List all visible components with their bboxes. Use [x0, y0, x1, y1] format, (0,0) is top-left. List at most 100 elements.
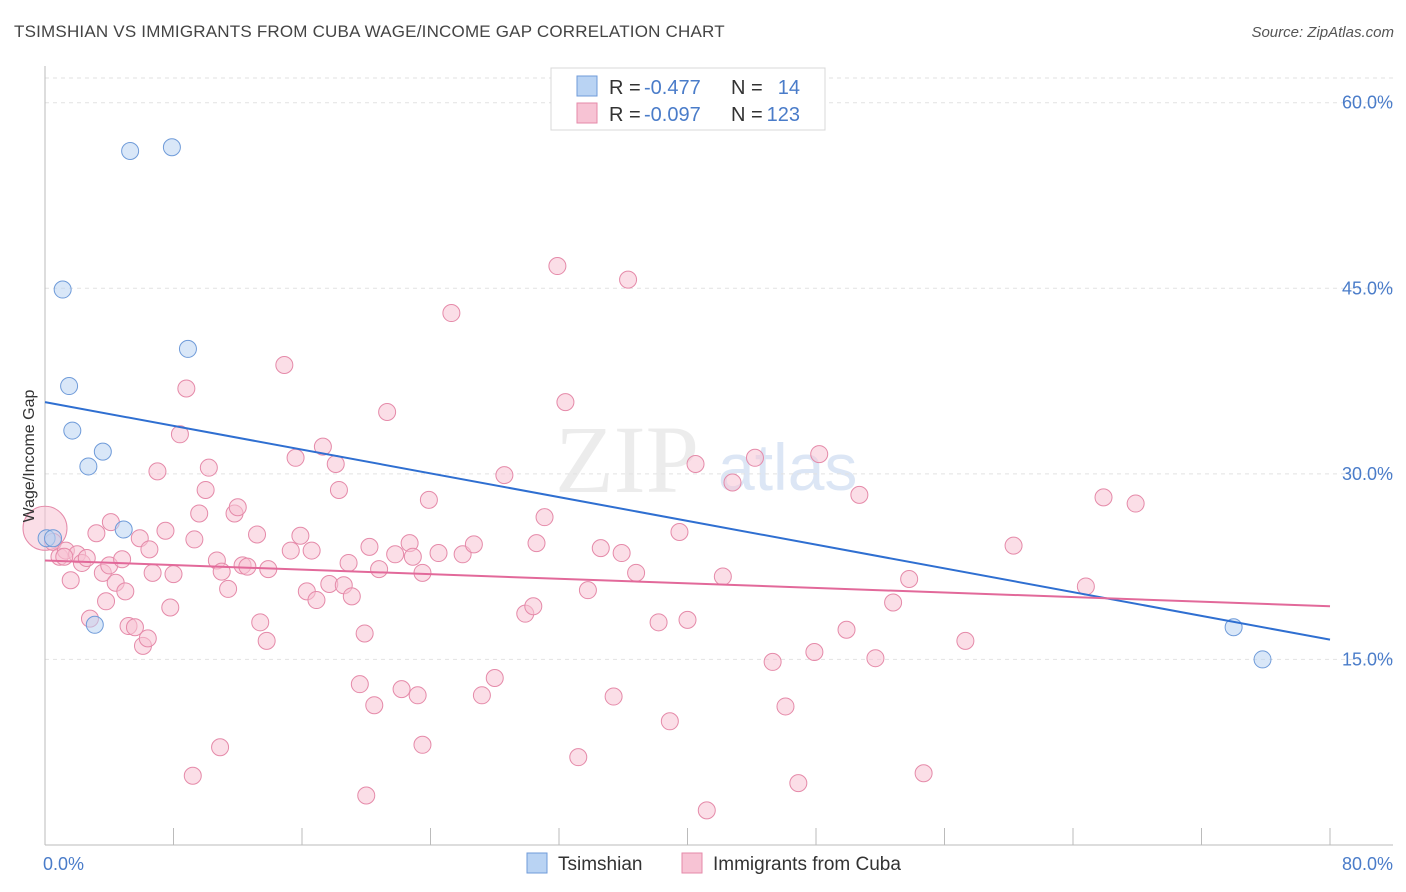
cuba-point [914, 764, 933, 783]
tsimshian-point [162, 138, 181, 157]
legend-bottom-label-tsimshian: Tsimshian [558, 854, 642, 875]
x-tick-label-max: 80.0% [1342, 854, 1393, 874]
cuba-point [228, 498, 247, 517]
cuba-point [140, 540, 159, 559]
cuba-point [776, 697, 795, 716]
legend-top: R = -0.477 N = 14 R = -0.097 N = 123 [550, 67, 826, 131]
cuba-point [248, 525, 267, 544]
tsimshian-point [79, 457, 98, 476]
cuba-point [627, 563, 646, 582]
data-points [22, 138, 1272, 820]
cuba-point [342, 587, 361, 606]
cuba-point [866, 649, 885, 668]
cuba-point [313, 437, 332, 456]
y-tick-label: 45.0% [1342, 278, 1393, 298]
legend-n-value-1: 14 [778, 77, 800, 99]
legend-bottom-label-cuba: Immigrants from Cuba [713, 854, 901, 875]
cuba-point [291, 526, 310, 545]
cuba-point [1094, 488, 1113, 507]
cuba-point [199, 458, 218, 477]
cuba-point [884, 593, 903, 612]
cuba-point [161, 598, 180, 617]
cuba-point [670, 523, 689, 542]
legend-bottom-swatch-cuba [681, 852, 703, 874]
legend-bottom-swatch-tsimshian [526, 852, 548, 874]
tsimshian-point [114, 520, 133, 539]
cuba-point [956, 631, 975, 650]
cuba-point [251, 613, 270, 632]
cuba-point [837, 620, 856, 639]
cuba-point [678, 610, 697, 629]
watermark-atlas: atlas [718, 430, 857, 504]
cuba-point [548, 257, 567, 276]
cuba-point [138, 629, 157, 648]
cuba-point [485, 668, 504, 687]
y-axis-label: Wage/Income Gap [21, 390, 38, 523]
cuba-point [1004, 536, 1023, 555]
cuba-point [612, 544, 631, 563]
cuba-point [196, 480, 215, 499]
cuba-point [408, 686, 427, 705]
cuba-point [789, 774, 808, 793]
cuba-point [527, 534, 546, 553]
cuba-point [143, 563, 162, 582]
cuba-point [649, 613, 668, 632]
cuba-point [723, 473, 742, 492]
chart-title: TSIMSHIAN VS IMMIGRANTS FROM CUBA WAGE/I… [14, 22, 725, 41]
cuba-point [125, 618, 144, 637]
cuba-point [148, 462, 167, 481]
cuba-point [419, 490, 438, 509]
axes: 15.0% 30.0% 45.0% 60.0% [44, 66, 1393, 846]
cuba-point [281, 541, 300, 560]
cuba-point [77, 548, 96, 567]
cuba-point [219, 579, 238, 598]
cuba-trend-line [44, 559, 1331, 608]
legend-r-label-2: R = [609, 104, 641, 126]
legend-n-label-2: N = [731, 104, 763, 126]
cuba-point [55, 547, 74, 566]
cuba-point [535, 508, 554, 527]
trend-lines [44, 401, 1331, 641]
tsimshian-point [121, 141, 140, 160]
cuba-point [442, 304, 461, 323]
legend-r-value-1: -0.477 [644, 77, 701, 99]
cuba-point [156, 521, 175, 540]
cuba-point [805, 643, 824, 662]
cuba-point [569, 748, 588, 767]
cuba-point [697, 801, 716, 820]
cuba-point [900, 570, 919, 589]
cuba-point [97, 592, 116, 611]
tsimshian-point [85, 615, 104, 634]
legend-swatch-tsimshian [576, 75, 598, 97]
cuba-point [850, 485, 869, 504]
cuba-point [177, 379, 196, 398]
cuba-point [429, 544, 448, 563]
tsimshian-point [60, 377, 79, 396]
cuba-point [660, 712, 679, 731]
cuba-point [378, 403, 397, 422]
tsimshian-point [44, 529, 63, 548]
cuba-point [87, 524, 106, 543]
legend-r-value-2: -0.097 [644, 104, 701, 126]
cuba-point [810, 445, 829, 464]
source-credit: Source: ZipAtlas.com [1251, 24, 1394, 41]
cuba-point [556, 393, 575, 412]
cuba-point [302, 541, 321, 560]
tsimshian-point [53, 280, 72, 299]
cuba-point [307, 591, 326, 610]
cuba-point [350, 675, 369, 694]
cuba-point [360, 537, 379, 556]
x-tick-label-min: 0.0% [43, 854, 84, 874]
tsimshian-trend-line [44, 401, 1331, 641]
y-tick-label: 15.0% [1342, 649, 1393, 669]
cuba-point [413, 735, 432, 754]
cuba-point [472, 686, 491, 705]
legend-swatch-cuba [576, 102, 598, 124]
cuba-point [403, 547, 422, 566]
legend-n-label-1: N = [731, 77, 763, 99]
cuba-point [495, 466, 514, 485]
cuba-point [464, 535, 483, 554]
cuba-point [763, 652, 782, 671]
y-tick-label: 30.0% [1342, 464, 1393, 484]
